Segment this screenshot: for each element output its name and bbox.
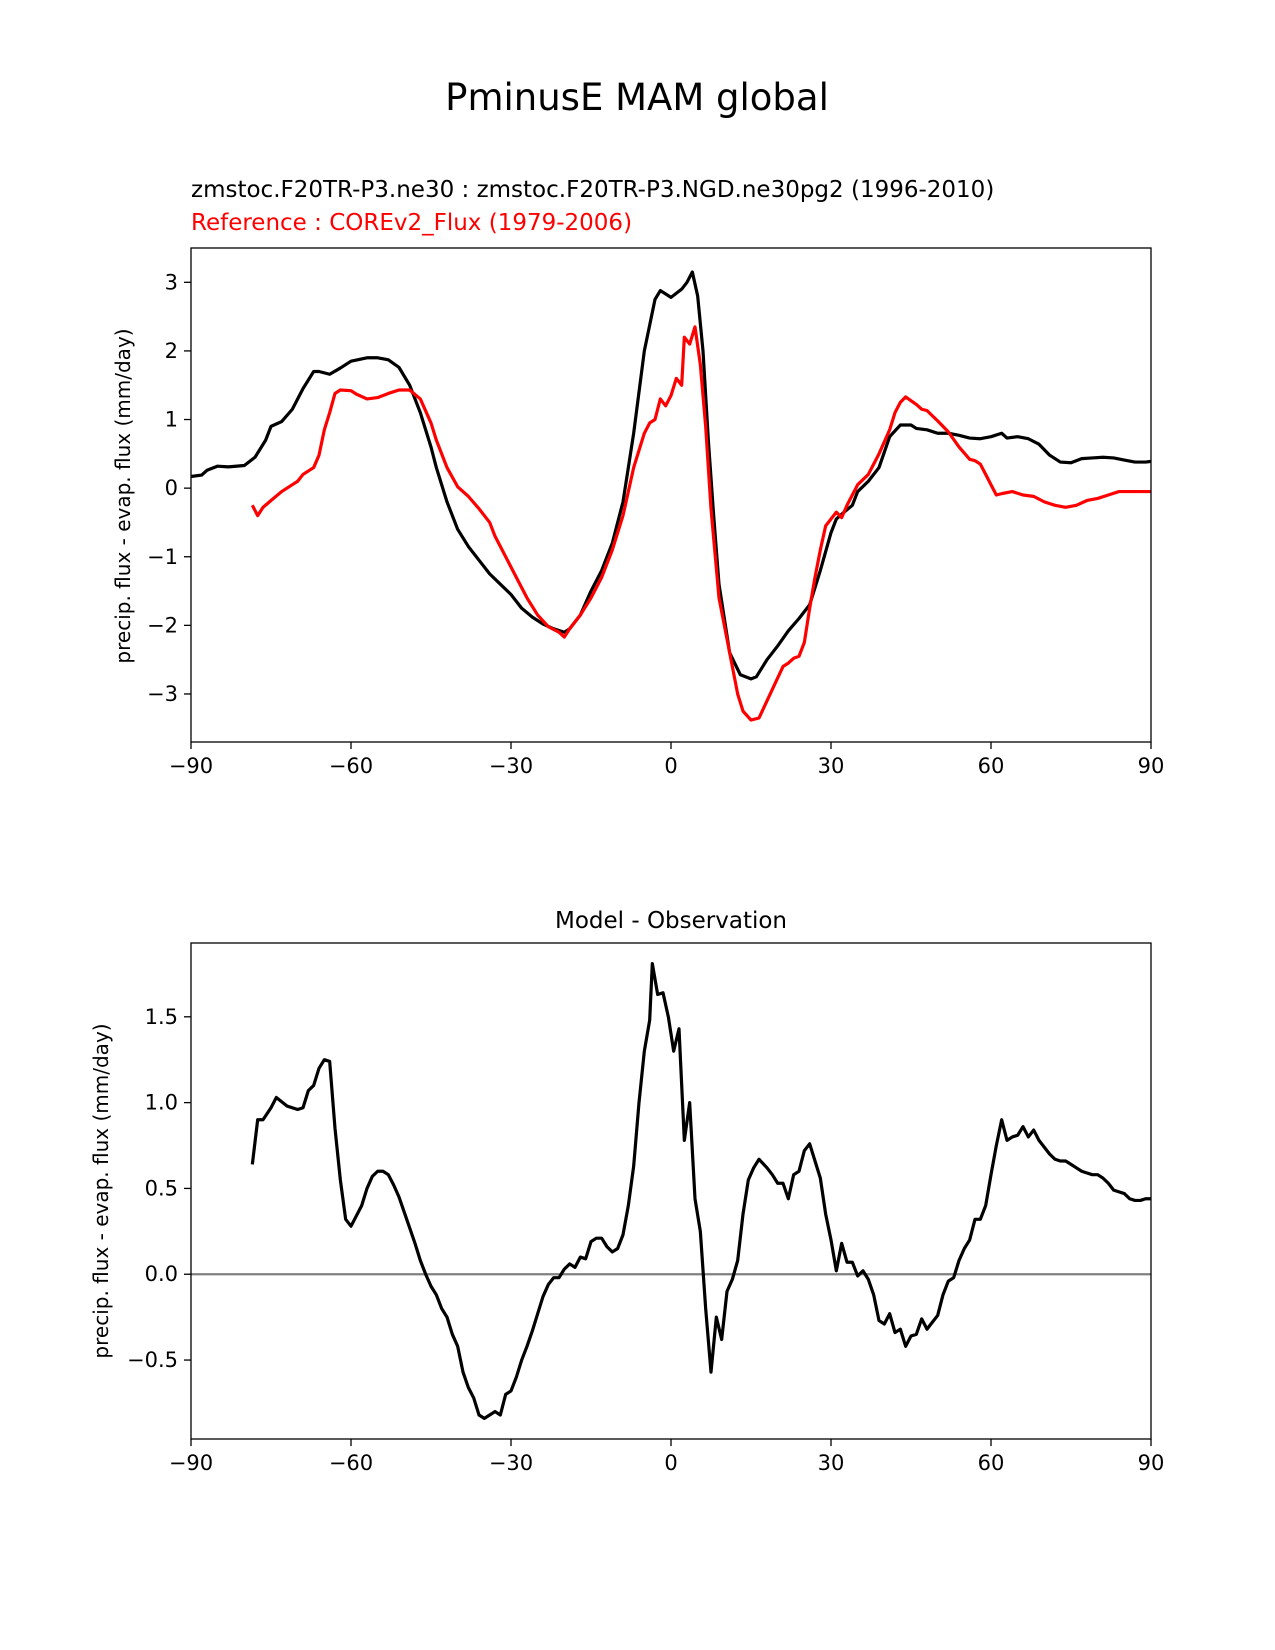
y-tick-label: −1 (147, 545, 178, 569)
y-tick-label: −3 (147, 682, 178, 706)
bottom-x-axis: −90 −60 −30 0 30 60 90 (169, 1439, 1165, 1475)
y-tick-label: 0 (165, 476, 178, 500)
x-tick-label: 60 (978, 754, 1005, 778)
x-tick-label: −30 (489, 754, 533, 778)
series-line-difference (250, 962, 1151, 1420)
x-tick-label: 90 (1138, 1451, 1165, 1475)
x-tick-label: −90 (169, 754, 213, 778)
top-subtitle-reference: Reference : COREv2_Flux (1979-2006) (191, 210, 632, 236)
y-tick-label: 1 (165, 408, 178, 432)
x-tick-label: 60 (978, 1451, 1005, 1475)
bottom-panel: Model - Observation precip. flux - evap.… (89, 908, 1164, 1475)
x-tick-label: 0 (664, 1451, 677, 1475)
y-tick-label: 0.0 (145, 1262, 178, 1286)
top-subtitle-model: zmstoc.F20TR-P3.ne30 : zmstoc.F20TR-P3.N… (191, 177, 994, 203)
series-line-model (190, 270, 1152, 681)
x-tick-label: 30 (818, 754, 845, 778)
x-tick-label: −60 (329, 754, 373, 778)
x-tick-label: 90 (1138, 754, 1165, 778)
x-tick-label: 30 (818, 1451, 845, 1475)
y-tick-label: 0.5 (145, 1176, 178, 1200)
bottom-y-axis: −0.5 0.0 0.5 1.0 1.5 (127, 1005, 191, 1372)
bottom-title: Model - Observation (555, 908, 787, 934)
top-panel: zmstoc.F20TR-P3.ne30 : zmstoc.F20TR-P3.N… (111, 177, 1164, 778)
y-tick-label: 2 (165, 339, 178, 363)
x-tick-label: −60 (329, 1451, 373, 1475)
x-tick-label: −90 (169, 1451, 213, 1475)
top-ylabel: precip. flux - evap. flux (mm/day) (111, 328, 135, 663)
top-y-axis: −3 −2 −1 0 1 2 3 (147, 270, 191, 706)
bottom-plot-frame (190, 942, 1152, 1440)
bottom-series-group (250, 962, 1151, 1420)
top-plot-frame (190, 247, 1152, 743)
y-tick-label: 1.0 (145, 1091, 178, 1115)
x-tick-label: 0 (664, 754, 677, 778)
bottom-ylabel: precip. flux - evap. flux (mm/day) (89, 1023, 113, 1358)
y-tick-label: 3 (165, 270, 178, 294)
figure-title: PminusE MAM global (445, 76, 829, 119)
top-series-group (190, 270, 1152, 722)
y-tick-label: −2 (147, 613, 178, 637)
top-x-axis: −90 −60 −30 0 30 60 90 (169, 742, 1165, 778)
y-tick-label: 1.5 (145, 1005, 178, 1029)
x-tick-label: −30 (489, 1451, 533, 1475)
series-line-reference (250, 325, 1151, 722)
y-tick-label: −0.5 (127, 1348, 178, 1372)
